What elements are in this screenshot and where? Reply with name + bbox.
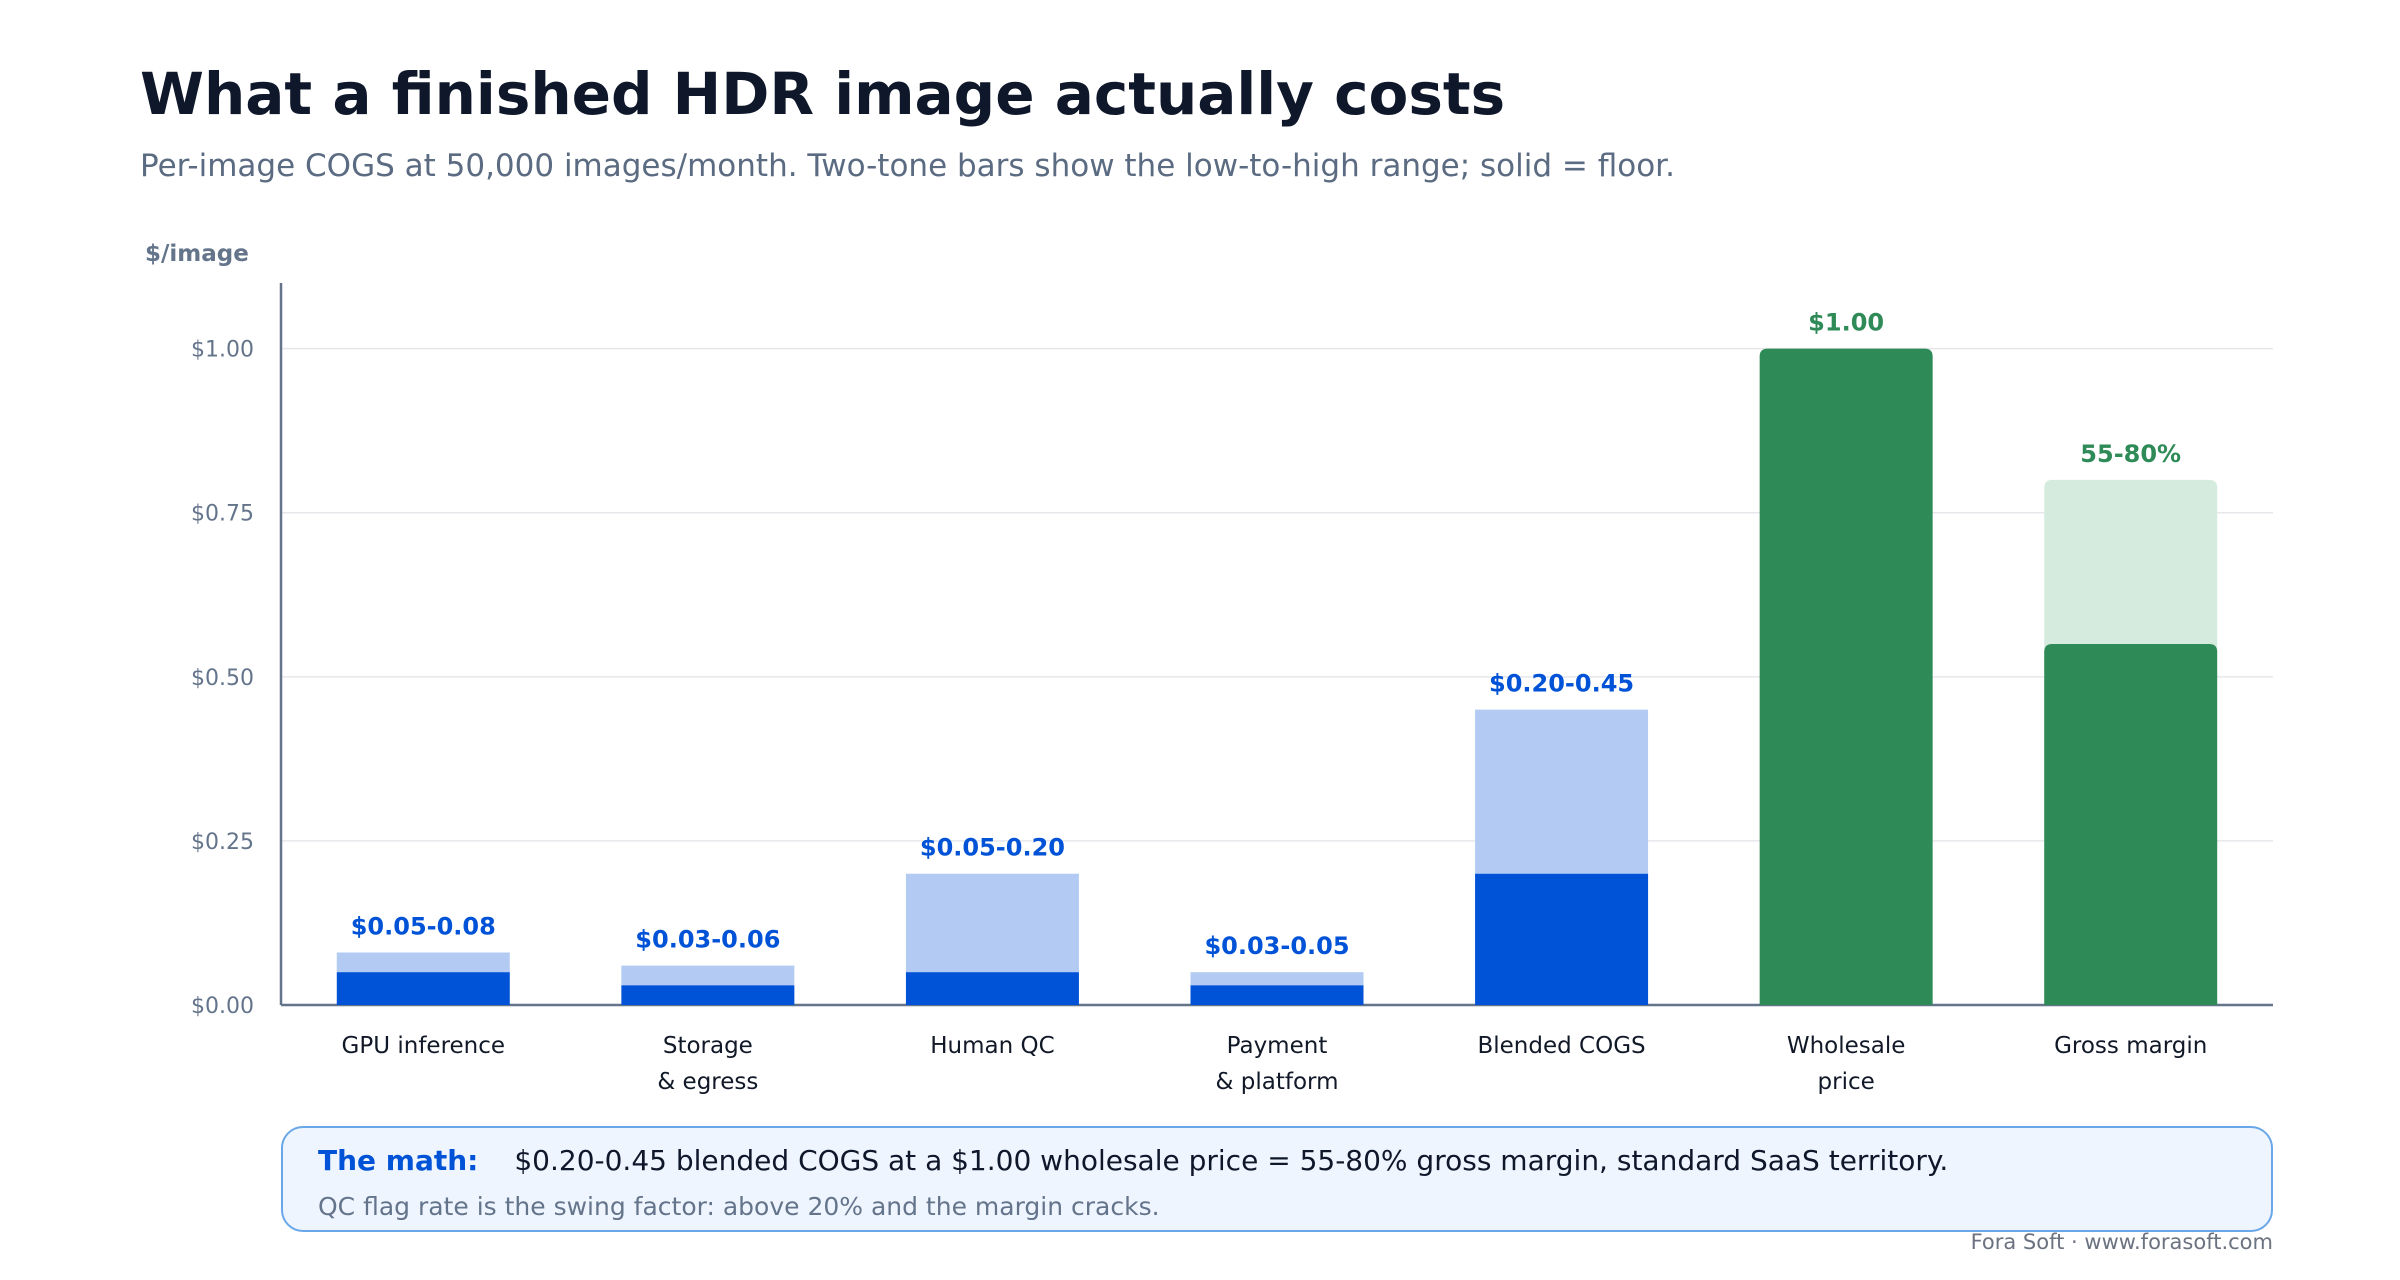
bar-range-segment — [2044, 479, 2218, 652]
bar-range-segment — [1475, 709, 1649, 874]
math-note-box: The math: $0.20-0.45 blended COGS at a $1… — [281, 1126, 2273, 1232]
x-tick-label: Human QC — [930, 1033, 1054, 1059]
bar-data-label: 55-80% — [2080, 440, 2181, 468]
bar-range-segment — [905, 873, 1079, 973]
y-tick-label: $0.00 — [191, 994, 254, 1019]
bar-data-label: $0.03-0.06 — [635, 926, 780, 954]
y-tick-label: $0.25 — [191, 830, 254, 855]
bar-data-label: $0.20-0.45 — [1489, 670, 1634, 698]
math-note-line: The math: $0.20-0.45 blended COGS at a $1… — [318, 1144, 1948, 1177]
math-note-label: The math: — [318, 1144, 479, 1177]
x-tick-label: price — [1818, 1069, 1875, 1095]
bar-range-segment — [1190, 972, 1364, 986]
x-tick-label: Storage — [663, 1033, 753, 1059]
bar-floor-segment — [1475, 873, 1649, 1005]
bar-price — [1759, 348, 1933, 1005]
bar-data-label: $0.05-0.20 — [920, 834, 1065, 862]
bar-data-label: $0.05-0.08 — [351, 912, 496, 940]
bar-floor-segment — [621, 985, 795, 1005]
math-note-text: $0.20-0.45 blended COGS at a $1.00 whole… — [514, 1144, 1949, 1177]
chart-title: What a finished HDR image actually costs — [140, 60, 1506, 128]
bar-range-segment — [336, 952, 510, 973]
chart-subtitle: Per-image COGS at 50,000 images/month. T… — [140, 148, 1675, 184]
bar-floor-segment — [2044, 644, 2218, 1005]
y-tick-label: $0.75 — [191, 502, 254, 527]
math-note-subtext: QC flag rate is the swing factor: above … — [318, 1192, 1160, 1221]
bar-data-label: $0.03-0.05 — [1204, 932, 1349, 960]
footer-credit: Fora Soft · www.forasoft.com — [1970, 1230, 2273, 1254]
bar-floor-segment — [1190, 985, 1364, 1005]
y-axis-label: $/image — [145, 241, 249, 267]
y-tick-label: $1.00 — [191, 338, 254, 363]
bar-floor-segment — [905, 972, 1079, 1005]
x-tick-label: Gross margin — [2054, 1033, 2207, 1059]
bar-data-label: $1.00 — [1808, 309, 1884, 337]
x-tick-label: GPU inference — [342, 1033, 506, 1059]
x-tick-label: Payment — [1227, 1033, 1328, 1059]
y-tick-label: $0.50 — [191, 666, 254, 691]
x-tick-label: Wholesale — [1787, 1033, 1906, 1059]
x-tick-label: Blended COGS — [1477, 1033, 1645, 1059]
x-tick-label: & platform — [1216, 1069, 1339, 1095]
bar-range-segment — [621, 965, 795, 986]
bar-floor-segment — [336, 972, 510, 1005]
bar-chart: $0.00 $0.25 $0.50 $0.75 $1.00 $/image $0.05-0.… — [145, 241, 2273, 1095]
x-tick-label: & egress — [657, 1069, 758, 1095]
